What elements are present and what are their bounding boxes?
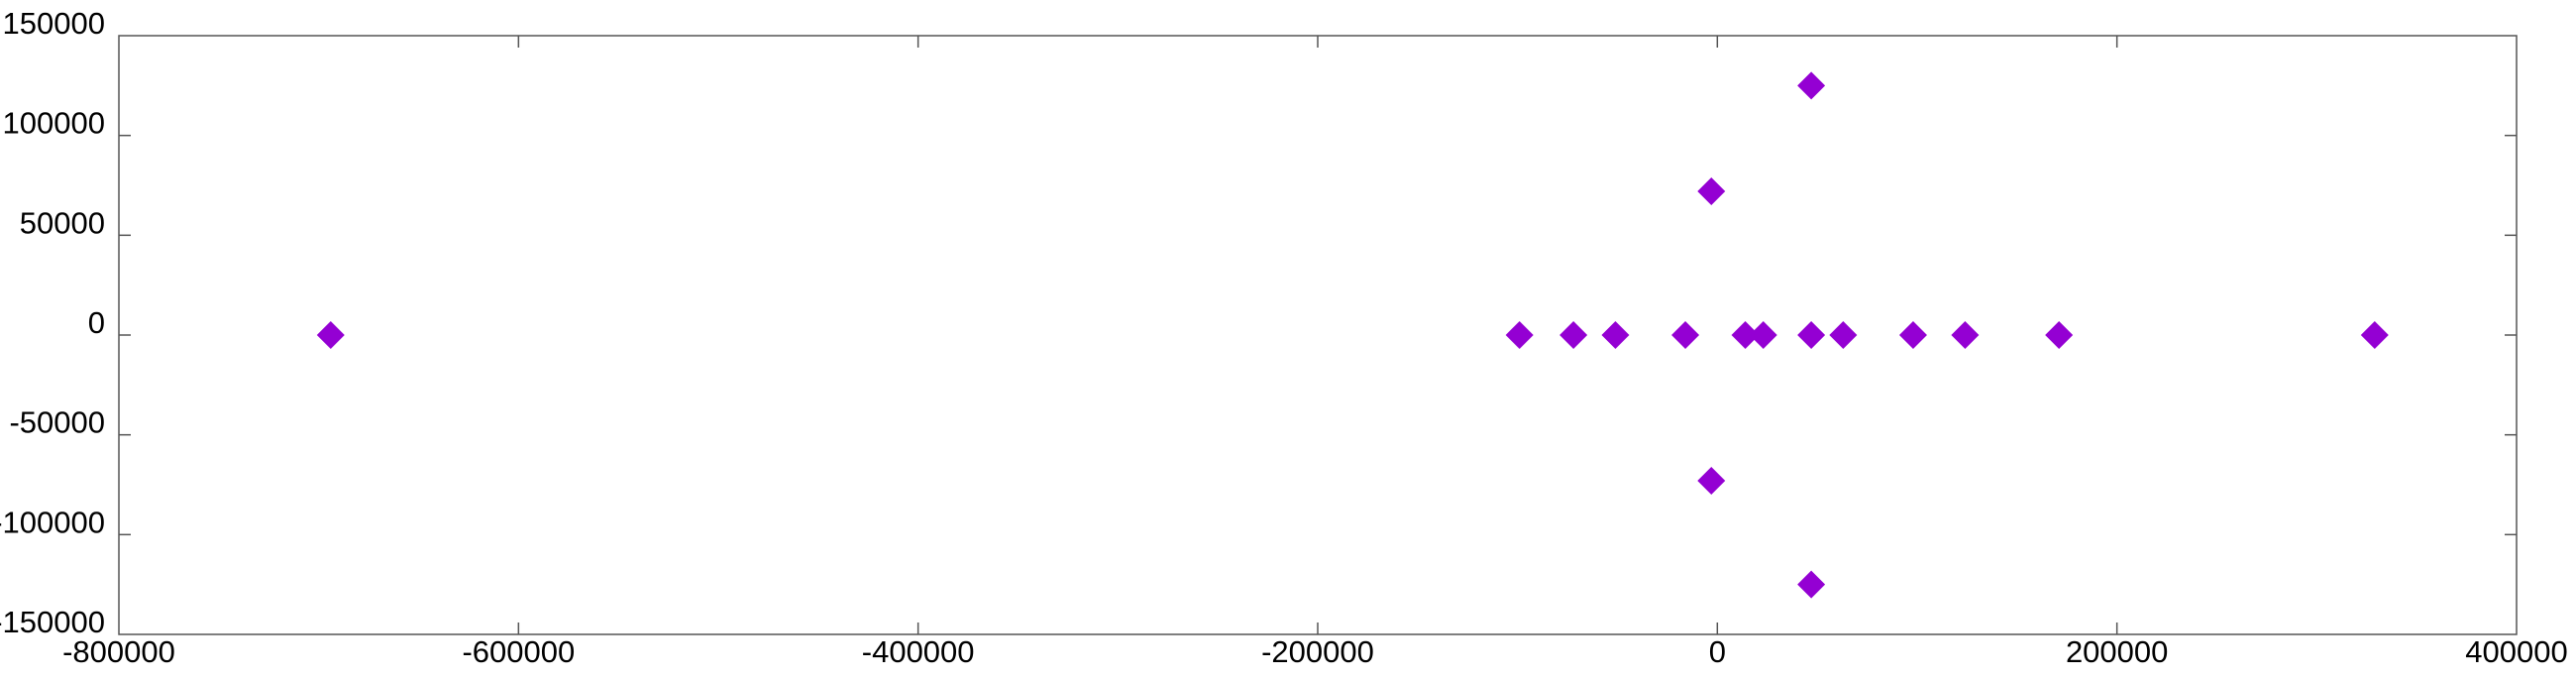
y-tick-label: 0 xyxy=(88,305,105,340)
data-point xyxy=(1797,71,1826,100)
plot-frame xyxy=(118,35,2518,635)
x-tick-labels: -800000 -600000 -400000 -200000 0 200000 40000… xyxy=(62,634,2568,669)
y-tick-label: 50000 xyxy=(20,205,105,240)
data-point xyxy=(316,321,345,349)
data-point xyxy=(1559,321,1588,349)
data-point xyxy=(1898,321,1927,349)
data-point xyxy=(2045,321,2074,349)
y-tick-label: 100000 xyxy=(3,106,105,141)
data-point xyxy=(2360,321,2389,349)
x-tick-label: -200000 xyxy=(1261,634,1374,669)
data-point xyxy=(1797,570,1826,599)
x-tick-label: -800000 xyxy=(62,634,175,669)
x-tick-label: 0 xyxy=(1709,634,1726,669)
data-point xyxy=(1797,321,1826,349)
x-tick-label: 200000 xyxy=(2066,634,2168,669)
data-point xyxy=(1731,321,1760,349)
data-point xyxy=(1601,321,1630,349)
data-points xyxy=(316,71,2389,599)
data-point xyxy=(1505,321,1534,349)
y-tick-label: 150000 xyxy=(3,6,105,41)
data-point xyxy=(1697,466,1726,495)
data-point xyxy=(1951,321,1980,349)
data-point xyxy=(1829,321,1858,349)
x-tick-label: -600000 xyxy=(462,634,575,669)
x-tick-label: 400000 xyxy=(2465,634,2567,669)
data-point xyxy=(1749,321,1777,349)
axis-ticks xyxy=(119,36,2517,634)
data-point xyxy=(1671,321,1700,349)
y-tick-labels: 150000 100000 50000 0 -50000 -100000 -150000 xyxy=(0,6,105,639)
x-tick-label: -400000 xyxy=(862,634,975,669)
data-point xyxy=(1697,177,1726,206)
y-tick-label: -50000 xyxy=(9,405,105,440)
y-tick-label: -100000 xyxy=(0,505,105,539)
y-tick-label: -150000 xyxy=(0,605,105,639)
